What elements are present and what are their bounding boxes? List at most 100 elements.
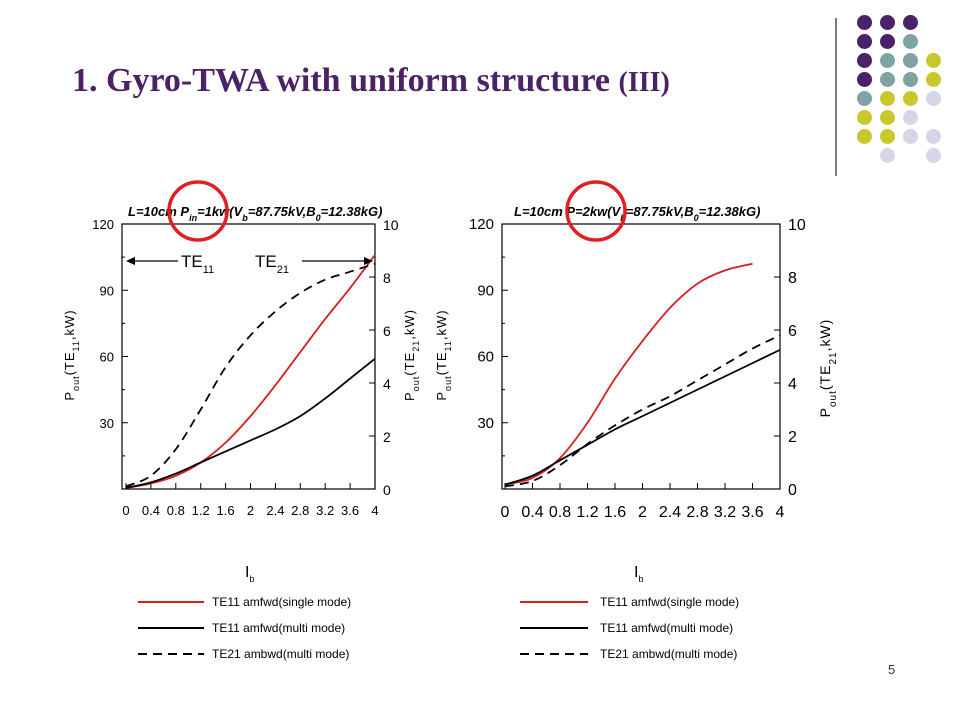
legend-label: TE11 amfwd(single mode): [212, 595, 351, 609]
decorative-dot: [857, 91, 872, 106]
decorative-dot: [857, 34, 872, 49]
right-tick-label: 6: [383, 323, 391, 339]
right-tick-label: 10: [788, 217, 806, 234]
legend-label: TE21 ambwd(multi mode): [212, 647, 349, 661]
x-axis-label: Ib: [245, 564, 254, 584]
series-line: [125, 254, 376, 489]
x-tick-label: 1.6: [217, 503, 235, 518]
decorative-dot: [926, 91, 941, 106]
x-tick-label: 0.4: [521, 504, 543, 521]
x-tick-label: 0.4: [142, 503, 160, 518]
title-divider: [835, 18, 837, 176]
x-tick-label: 3.2: [316, 503, 334, 518]
x-tick-label: 1.2: [576, 504, 598, 521]
decorative-dot: [926, 72, 941, 87]
x-tick-label: 0.8: [167, 503, 185, 518]
x-tick-label: 4: [776, 504, 785, 521]
right-tick-label: 8: [383, 270, 391, 286]
decorative-dot: [880, 110, 895, 125]
right-tick-label: 10: [383, 217, 399, 233]
annotation-arrowhead: [126, 257, 135, 265]
decorative-dot: [926, 129, 941, 144]
decorative-dot: [926, 148, 941, 163]
annotation-te11: TE11: [181, 252, 214, 276]
series-line: [504, 262, 753, 486]
legend-label: TE11 amfwd(multi mode): [212, 621, 345, 635]
chart-panel-2: 0 0.4 0.8 1.2 1.6 2 2.4 2.8 3.2 3.6 4 30 60 90 120 0 2 4 6…: [469, 180, 839, 661]
decorative-dot: [903, 110, 918, 125]
decorative-dot: [903, 72, 918, 87]
x-tick-label: 0: [501, 504, 510, 521]
decorative-dot: [903, 91, 918, 106]
right-tick-label: 4: [383, 376, 391, 392]
decorative-dot: [880, 148, 895, 163]
x-tick-label: 4: [371, 503, 378, 518]
slide-title: 1. Gyro-TWA with uniform structure (III): [72, 62, 670, 99]
x-tick-label: 1.2: [192, 503, 210, 518]
decorative-dot: [926, 53, 941, 68]
plot-frame: [501, 223, 781, 490]
legend-label: TE11 amfwd(multi mode): [600, 621, 733, 635]
right-tick-label: 6: [788, 323, 797, 340]
x-tick-label: 2.4: [266, 503, 284, 518]
decorative-dot: [880, 15, 895, 30]
decorative-dot: [903, 34, 918, 49]
left-tick-label: 60: [477, 349, 494, 366]
x-tick-label: 3.2: [714, 504, 736, 521]
x-tick-label: 1.6: [604, 504, 626, 521]
right-axis-label: Pout(TE21,kW): [402, 309, 421, 401]
left-tick-label: 90: [100, 283, 114, 298]
x-tick-label: 2.4: [659, 504, 681, 521]
right-tick-label: 0: [788, 482, 797, 499]
decorative-dot: [903, 53, 918, 68]
right-tick-label: 2: [383, 429, 391, 445]
decorative-dot: [903, 129, 918, 144]
decorative-dot: [880, 53, 895, 68]
decorative-dot: [880, 129, 895, 144]
highlight-circle: [565, 180, 627, 242]
left-tick-label: 60: [100, 350, 114, 365]
legend-label: TE21 ambwd(multi mode): [600, 647, 737, 661]
left-tick-label: 30: [100, 416, 114, 431]
left-tick-label: 120: [469, 216, 494, 233]
right-tick-label: 4: [788, 376, 797, 393]
decorative-dot: [880, 91, 895, 106]
right-tick-label: 0: [383, 482, 391, 498]
page-number: 5: [888, 662, 896, 677]
left-axis-label: Pout(TE11,kW): [62, 309, 81, 400]
chart-parameter-line: L=10cm P=2kw(Vb=87.75kV,B0=12.38kG): [514, 204, 760, 223]
series-line: [125, 262, 376, 488]
right-tick-label: 2: [788, 429, 797, 446]
left-tick-label: 30: [477, 415, 494, 432]
x-tick-label: 2: [247, 503, 254, 518]
series-line: [125, 358, 376, 489]
x-tick-label: 2.8: [291, 503, 309, 518]
left-tick-label: 120: [92, 217, 114, 232]
x-tick-label: 0: [122, 503, 129, 518]
annotation-arrowhead: [364, 257, 373, 265]
x-tick-label: 2: [638, 504, 647, 521]
x-tick-label: 3.6: [741, 504, 763, 521]
decorative-dot: [880, 72, 895, 87]
x-tick-label: 2.8: [686, 504, 708, 521]
highlight-circle: [167, 180, 229, 242]
legend-label: TE11 amfwd(single mode): [600, 595, 739, 609]
right-axis-label: Pout(TE21,kW): [817, 319, 839, 418]
x-tick-label: 0.8: [549, 504, 571, 521]
decorative-dot: [857, 110, 872, 125]
x-axis-label: Ib: [634, 564, 643, 584]
decorative-dot: [857, 129, 872, 144]
plot-frame: [121, 223, 376, 490]
x-tick-label: 3.6: [341, 503, 359, 518]
decorative-dot: [903, 15, 918, 30]
decorative-dot: [857, 53, 872, 68]
decorative-dot: [857, 72, 872, 87]
decorative-dot: [880, 34, 895, 49]
left-tick-label: 90: [477, 282, 494, 299]
right-axis-label: Pout(TE11,kW): [434, 309, 453, 400]
annotation-te21: TE21: [255, 252, 289, 276]
series-line: [504, 349, 781, 486]
series-line: [504, 334, 781, 488]
chart-panel-1: 0 0.4 0.8 1.2 1.6 2 2.4 2.8 3.2 3.6 4 30 60 90 120 0 2 4 6…: [62, 180, 453, 661]
